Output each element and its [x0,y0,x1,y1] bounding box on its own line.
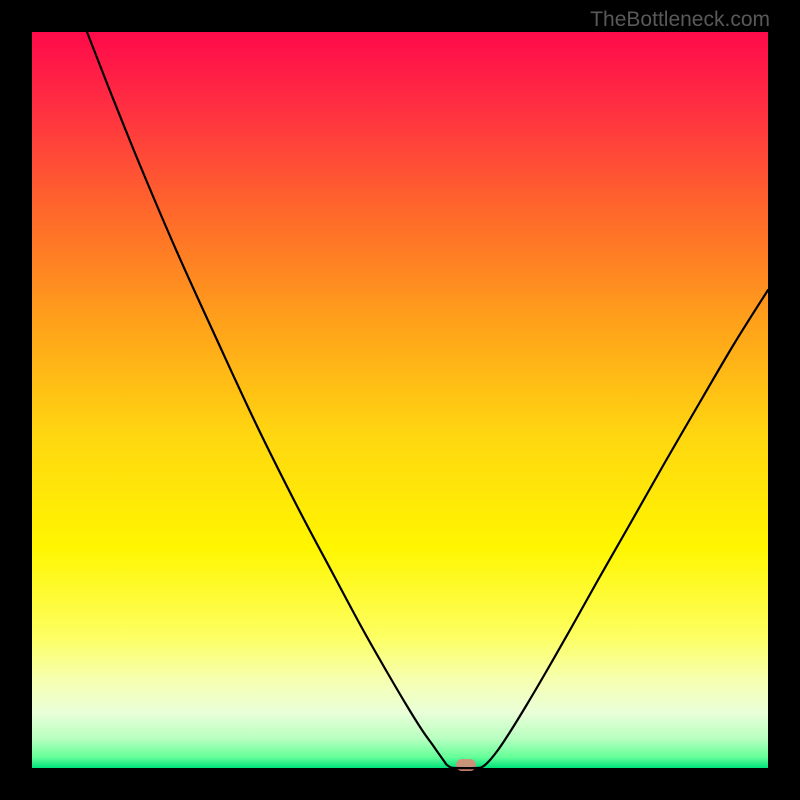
optimum-marker [456,759,476,771]
plot-gradient-background [32,32,768,768]
chart-container: TheBottleneck.com [0,0,800,800]
watermark-text: TheBottleneck.com [590,8,770,32]
